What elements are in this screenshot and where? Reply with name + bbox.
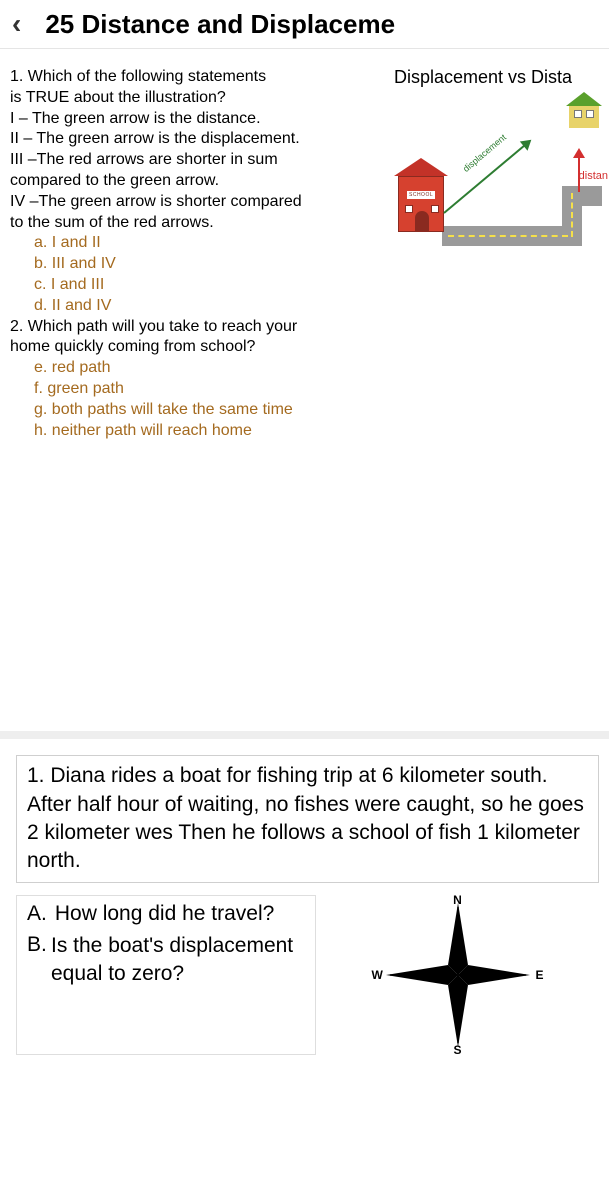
- house-roof: [566, 92, 602, 106]
- sub-question-b: B. Is the boat's displacement equal to z…: [27, 931, 305, 987]
- school-roof: [394, 158, 448, 176]
- school-body: SCHOOL: [398, 176, 444, 232]
- q1-prompt-line1: 1. Which of the following statements: [10, 67, 390, 88]
- distance-label: distan: [579, 170, 608, 182]
- compass-icon: N S W E: [378, 895, 538, 1055]
- house-window-l: [574, 110, 582, 118]
- qb-text: Is the boat's displacement equal to zero…: [27, 932, 305, 987]
- diagram-column: Displacement vs Dista SCHOOL: [390, 67, 599, 441]
- q1-statement-3b: compared to the green arrow.: [10, 171, 390, 192]
- q1-statement-3a: III –The red arrows are shorter in sum: [10, 150, 390, 171]
- problem-lower-row: A. How long did he travel? B. Is the boa…: [16, 895, 599, 1055]
- problem-text: 1. Diana rides a boat for fishing trip a…: [27, 764, 584, 872]
- q1-choice-b[interactable]: b. III and IV: [34, 254, 390, 275]
- road-horizontal-2: [562, 186, 602, 206]
- compass-n: N: [453, 893, 462, 907]
- header-bar: ‹ 25 Distance and Displaceme: [0, 0, 609, 49]
- sub-question-a: A. How long did he travel?: [27, 900, 305, 927]
- section-questions: 1. Which of the following statements is …: [0, 49, 609, 451]
- school-window-l: [405, 205, 413, 213]
- section-divider: [0, 731, 609, 739]
- q1-prompt-line2: is TRUE about the illustration?: [10, 88, 390, 109]
- q1-statement-4a: IV –The green arrow is shorter compared: [10, 192, 390, 213]
- q1-choices: a. I and II b. III and IV c. I and III d…: [10, 233, 390, 316]
- spacer: [0, 451, 609, 731]
- q1-statement-1: I – The green arrow is the distance.: [10, 109, 390, 130]
- school-icon: SCHOOL: [394, 174, 448, 242]
- q2-prompt-line2: home quickly coming from school?: [10, 337, 390, 358]
- q2-choices: e. red path f. green path g. both paths …: [10, 358, 390, 441]
- compass-w: W: [372, 968, 383, 982]
- q2-block: 2. Which path will you take to reach you…: [10, 317, 390, 359]
- qb-label: B.: [27, 931, 49, 958]
- qa-text-inline: How long did he travel?: [55, 902, 274, 925]
- q1-block: 1. Which of the following statements is …: [10, 67, 390, 233]
- school-window-r: [431, 205, 439, 213]
- questions-left-column: 1. Which of the following statements is …: [10, 67, 390, 441]
- diagram-title: Displacement vs Dista: [394, 67, 599, 88]
- road-dash-v: [571, 193, 573, 237]
- compass-wrap: N S W E: [316, 895, 599, 1055]
- q2-choice-g[interactable]: g. both paths will take the same time: [34, 400, 390, 421]
- q1-choice-c[interactable]: c. I and III: [34, 275, 390, 296]
- section-problem: 1. Diana rides a boat for fishing trip a…: [0, 739, 609, 1064]
- page-title: 25 Distance and Displaceme: [45, 9, 395, 40]
- road-dash-h: [448, 235, 568, 237]
- q2-choice-h[interactable]: h. neither path will reach home: [34, 421, 390, 442]
- displacement-diagram: SCHOOL displacement distan: [394, 92, 594, 262]
- q1-statement-2: II – The green arrow is the displacement…: [10, 129, 390, 150]
- school-sign: SCHOOL: [407, 191, 435, 199]
- problem-text-box: 1. Diana rides a boat for fishing trip a…: [16, 755, 599, 882]
- house-body: [569, 106, 599, 128]
- compass-e: E: [535, 968, 543, 982]
- compass-s: S: [453, 1043, 461, 1057]
- q1-statement-4b: to the sum of the red arrows.: [10, 213, 390, 234]
- q2-choice-e[interactable]: e. red path: [34, 358, 390, 379]
- house-icon: [566, 92, 602, 128]
- back-icon[interactable]: ‹: [12, 8, 21, 40]
- q2-choice-f[interactable]: f. green path: [34, 379, 390, 400]
- q1-choice-a[interactable]: a. I and II: [34, 233, 390, 254]
- school-door: [415, 211, 429, 231]
- q1-choice-d[interactable]: d. II and IV: [34, 296, 390, 317]
- sub-questions-box: A. How long did he travel? B. Is the boa…: [16, 895, 316, 1055]
- qa-label: A.: [27, 900, 49, 927]
- q2-prompt-line1: 2. Which path will you take to reach you…: [10, 317, 390, 338]
- house-window-r: [586, 110, 594, 118]
